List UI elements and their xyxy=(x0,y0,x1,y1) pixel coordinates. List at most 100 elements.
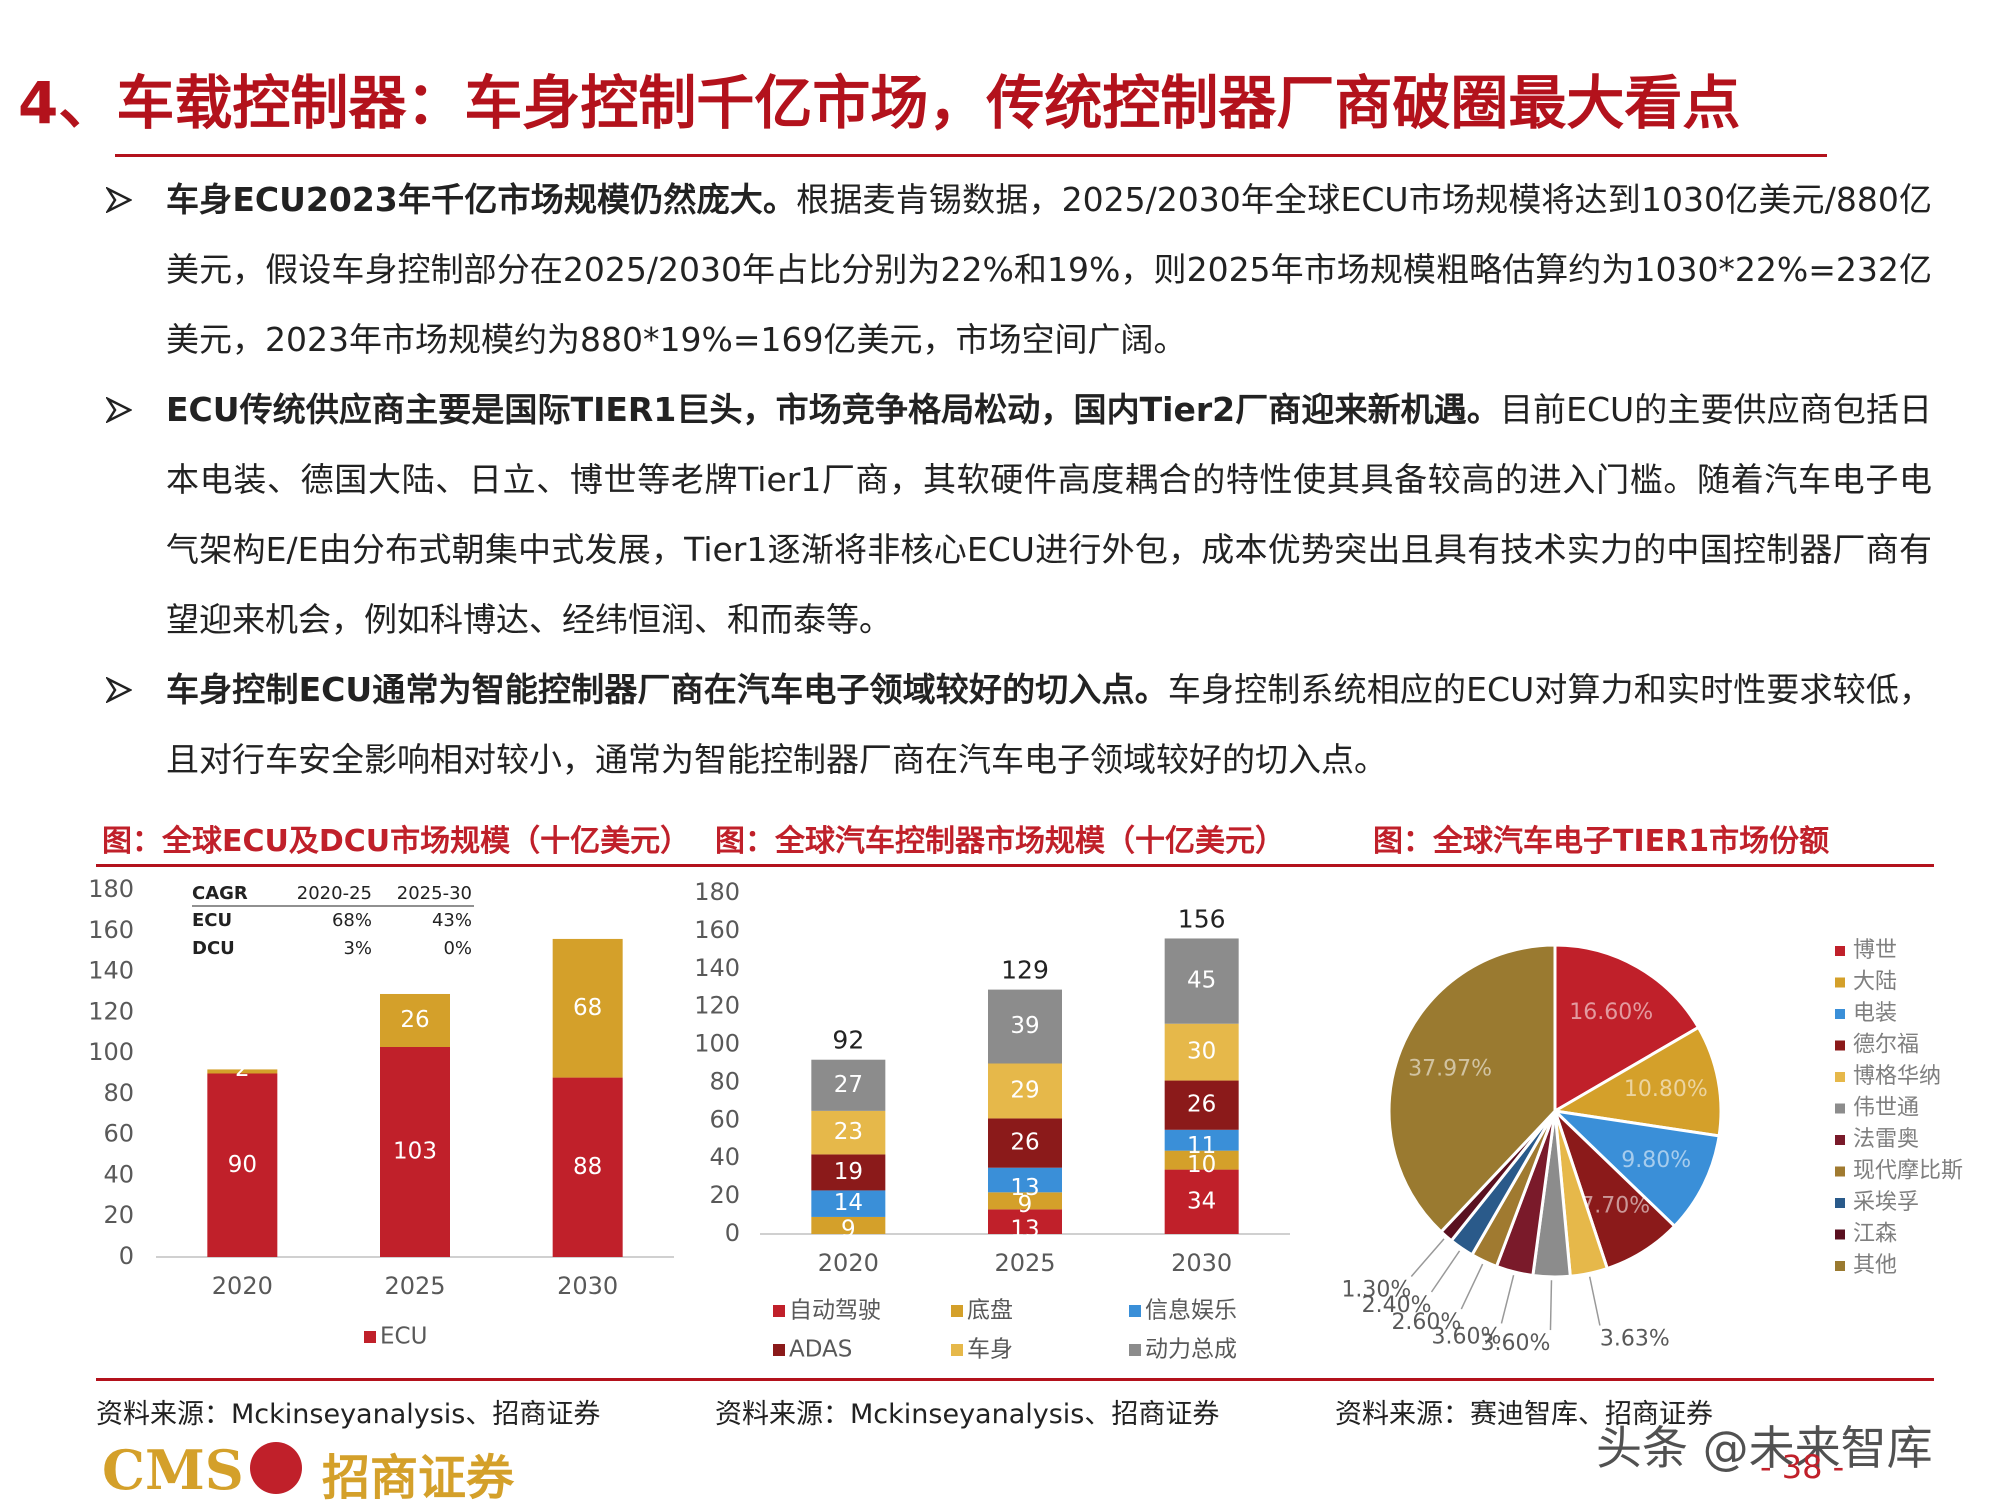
data-label: 45 xyxy=(1187,968,1216,994)
legend-swatch xyxy=(1129,1344,1141,1356)
data-label: 11 xyxy=(1187,1133,1216,1159)
legend-swatch xyxy=(1835,1009,1845,1019)
bar-segment xyxy=(988,1118,1062,1168)
bar-segment xyxy=(811,1110,886,1155)
bullet: 车身ECU2023年千亿市场规模仍然庞大。根据麦肯锡数据，2025/2030年全… xyxy=(106,165,1932,375)
table-header: 2025-30 xyxy=(397,883,472,904)
bar-segment xyxy=(552,938,623,1078)
leader-line xyxy=(1460,1263,1484,1310)
data-label: 26 xyxy=(1010,1130,1039,1156)
legend-label: 大陆 xyxy=(1853,970,1897,995)
total-label: 92 xyxy=(832,1026,864,1055)
table-cell: 43% xyxy=(432,910,472,931)
table-header: CAGR xyxy=(192,883,248,904)
data-label: 13 xyxy=(1010,1175,1039,1201)
y-tick-label: 140 xyxy=(694,954,740,982)
legend-swatch xyxy=(773,1305,785,1317)
y-tick-label: 160 xyxy=(88,916,134,944)
title-rule xyxy=(115,154,1827,157)
y-tick-label: 40 xyxy=(103,1160,134,1188)
chart-title: 图：全球汽车控制器市场规模（十亿美元） xyxy=(715,824,1285,859)
bar-segment xyxy=(1164,1080,1239,1130)
legend-label: 电装 xyxy=(1853,1001,1897,1026)
bar-segment xyxy=(1164,1150,1239,1170)
rule xyxy=(96,864,1934,867)
table-cell: 0% xyxy=(443,938,472,959)
legend-label: 动力总成 xyxy=(1145,1337,1237,1363)
legend-label: 采埃孚 xyxy=(1853,1190,1919,1215)
title: 4、车载控制器：车身控制千亿市场，传统控制器厂商破圈最大看点 xyxy=(18,69,1741,137)
legend-label: 现代摩比斯 xyxy=(1853,1159,1963,1184)
x-tick-label: 2020 xyxy=(212,1272,273,1300)
legend-label: 底盘 xyxy=(967,1298,1013,1324)
data-label: 26 xyxy=(400,1007,429,1033)
logo-cn: 招商证券 xyxy=(322,1450,515,1506)
table-cell: DCU xyxy=(192,938,235,959)
data-label: 10 xyxy=(1187,1152,1216,1178)
bullet-lead: 车身ECU2023年千亿市场规模仍然庞大。 xyxy=(166,180,797,219)
y-tick-label: 120 xyxy=(694,992,740,1020)
bar-segment xyxy=(1164,1129,1239,1151)
legend-swatch xyxy=(951,1305,963,1317)
data-label: 37.97% xyxy=(1408,1056,1492,1081)
y-tick-label: 20 xyxy=(709,1181,740,1209)
y-tick-label: 180 xyxy=(88,875,134,903)
data-label: 2 xyxy=(235,1056,250,1082)
data-label: 23 xyxy=(834,1119,863,1145)
data-label: 29 xyxy=(1010,1077,1039,1103)
bar-segment xyxy=(207,1073,278,1257)
legend-swatch xyxy=(1835,1166,1845,1177)
legend-label: ADAS xyxy=(789,1337,852,1363)
logo-latin: CMS xyxy=(102,1438,244,1502)
legend-label: 江森 xyxy=(1853,1222,1897,1247)
bar-segment xyxy=(552,1077,623,1257)
bar-segment xyxy=(811,1190,886,1217)
legend-swatch xyxy=(1835,1040,1845,1051)
bar-segment xyxy=(988,1063,1062,1119)
legend-label: 博世 xyxy=(1853,938,1897,963)
data-label: 9 xyxy=(1018,1192,1033,1218)
y-tick-label: 180 xyxy=(694,878,740,906)
y-tick-label: 40 xyxy=(709,1143,740,1171)
bullet-lead: ECU传统供应商主要是国际TIER1巨头，市场竞争格局松动，国内Tier2厂商迎… xyxy=(166,390,1500,429)
total-label: 129 xyxy=(1001,956,1049,985)
data-label: 88 xyxy=(573,1154,602,1180)
data-label: 2.40% xyxy=(1362,1293,1432,1318)
bar-segment xyxy=(811,1216,886,1234)
y-tick-label: 100 xyxy=(694,1030,740,1058)
data-label: 9 xyxy=(841,1217,856,1243)
data-label: 30 xyxy=(1187,1039,1216,1065)
bar-segment xyxy=(1164,1023,1239,1081)
legend-swatch xyxy=(1835,1198,1845,1208)
legend-label: ECU xyxy=(380,1324,427,1350)
data-label: 27 xyxy=(834,1072,863,1098)
legend-swatch xyxy=(1835,1103,1845,1114)
data-label: 13 xyxy=(1010,1217,1039,1243)
source: 资料来源：赛迪智库、招商证券 xyxy=(1335,1399,1713,1430)
data-label: 9.80% xyxy=(1621,1148,1691,1173)
legend-label: 信息娱乐 xyxy=(1145,1298,1237,1324)
legend-swatch xyxy=(1835,1135,1845,1145)
legend-label: 德尔福 xyxy=(1853,1033,1919,1058)
bullet-text: 车身控制系统相应的ECU对算力和实时性要求较低，且对行车安全影响相对较小，通常为… xyxy=(166,670,1932,779)
data-label: 68 xyxy=(573,995,602,1021)
chart-title: 图：全球汽车电子TIER1市场份额 xyxy=(1373,824,1830,859)
data-label: 3.60% xyxy=(1432,1324,1502,1349)
data-label: 19 xyxy=(834,1159,863,1185)
data-label: 103 xyxy=(393,1138,437,1164)
total-label: 156 xyxy=(1178,904,1226,933)
bar-segment xyxy=(988,1209,1062,1234)
bullet-lead: 车身控制ECU通常为智能控制器厂商在汽车电子领域较好的切入点。 xyxy=(166,670,1168,709)
data-label: 26 xyxy=(1187,1092,1216,1118)
page-number: - 38 - xyxy=(1760,1448,1845,1486)
y-tick-label: 120 xyxy=(88,997,134,1025)
bar-segment xyxy=(207,1069,278,1074)
bar-segment xyxy=(380,1046,450,1257)
data-label: 3.60% xyxy=(1481,1331,1551,1356)
x-tick-label: 2025 xyxy=(994,1249,1055,1277)
y-tick-label: 160 xyxy=(694,916,740,944)
y-tick-label: 0 xyxy=(725,1219,740,1247)
legend-label: 其他 xyxy=(1853,1253,1897,1278)
